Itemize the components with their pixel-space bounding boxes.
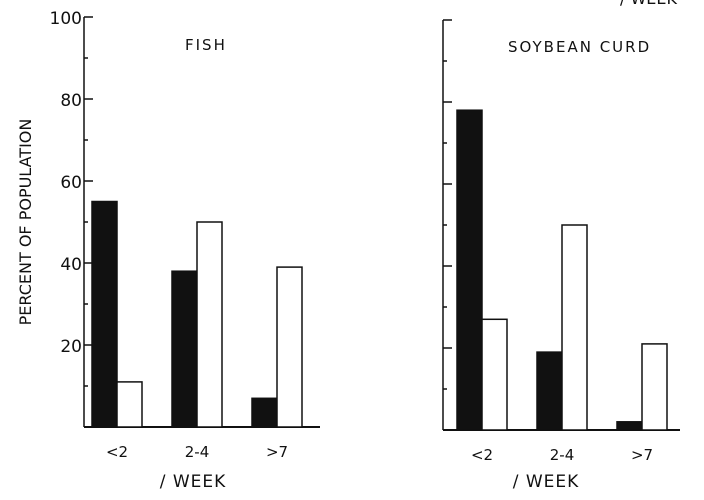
- bar-<2-white: [481, 318, 508, 431]
- panel-title-1: SOYBEAN CURD: [508, 38, 651, 56]
- top-cropped-label: / WEEK: [620, 0, 678, 8]
- bar-2-4-white: [196, 221, 223, 428]
- y-tick-label: 40: [60, 255, 82, 275]
- bar->7-black: [616, 421, 643, 431]
- x-axis-label-1: / WEEK: [513, 472, 580, 492]
- x-tick-label: >7: [266, 443, 288, 461]
- bar-2-4-black: [171, 270, 198, 428]
- x-tick-label: 2-4: [550, 446, 575, 464]
- bar-2-4-black: [536, 351, 563, 431]
- y-tick-label: 80: [60, 91, 82, 111]
- x-tick-label: <2: [106, 443, 128, 461]
- x-tick-label: >7: [631, 446, 653, 464]
- bar->7-white: [641, 343, 668, 431]
- x-tick-label: 2-4: [185, 443, 210, 461]
- bar->7-black: [251, 397, 278, 428]
- y-tick-label: 100: [50, 9, 82, 29]
- y-tick-label: 20: [60, 337, 82, 357]
- bar-<2-black: [456, 109, 483, 431]
- x-tick-label: <2: [471, 446, 493, 464]
- bar-<2-white: [116, 381, 143, 428]
- bar->7-white: [276, 266, 303, 428]
- bar-<2-black: [91, 200, 118, 428]
- panel-title-0: FISH: [185, 36, 227, 54]
- bar-2-4-white: [561, 224, 588, 431]
- x-axis-label-0: / WEEK: [160, 472, 227, 492]
- y-tick-label: 60: [60, 173, 82, 193]
- y-axis-label: PERCENT OF POPULATION: [16, 119, 35, 326]
